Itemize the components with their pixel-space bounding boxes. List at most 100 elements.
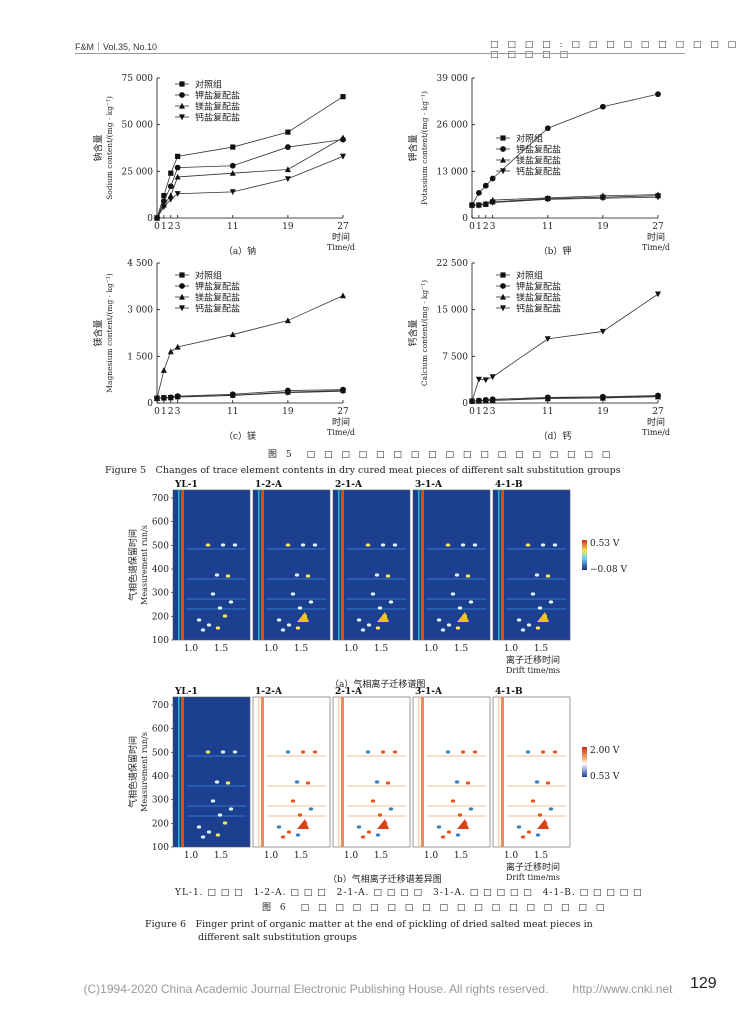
x-tick-label: 0	[469, 222, 475, 232]
data-point	[175, 153, 181, 159]
signal-spot	[385, 781, 391, 785]
rip-line-aux	[338, 490, 340, 640]
x-tick-label: 1.5	[374, 851, 389, 861]
signal-spot	[305, 574, 311, 578]
data-point	[500, 135, 506, 141]
signal-band	[507, 785, 566, 787]
signal-band	[347, 815, 406, 817]
data-point	[482, 397, 489, 404]
x-tick-label: 1.0	[184, 644, 199, 654]
data-point	[544, 395, 551, 402]
signal-spot	[388, 807, 394, 811]
data-point	[500, 293, 506, 300]
heatmap-panel	[332, 489, 411, 641]
signal-spot	[525, 543, 531, 547]
signal-spot	[232, 750, 238, 754]
x-axis-label-en: Time/d	[642, 243, 670, 252]
data-point	[161, 193, 167, 199]
signal-band	[347, 785, 406, 787]
signal-spot	[232, 543, 238, 547]
signal-spot	[380, 750, 386, 754]
x-tick-label: 3	[490, 222, 496, 232]
data-point	[655, 91, 661, 98]
heatmap-panel-title: 4-1-B	[495, 687, 523, 697]
chart-magnesium: 0 1 500 3 000 4 500 0 1 2 3 11 19 27 时间 Time/d 镁含量 Mag…	[75, 255, 385, 442]
x-tick-label: 27	[337, 407, 349, 417]
rip-line-aux	[178, 697, 180, 847]
data-point	[340, 134, 346, 141]
x-axis-label-en: Time/d	[327, 243, 355, 252]
signal-spot	[214, 780, 220, 784]
legend-label: 钙盐复配盐	[195, 112, 240, 124]
heatmap-panel	[412, 696, 491, 848]
data-point	[599, 103, 606, 110]
data-point	[340, 153, 346, 160]
x-tick-label: 1.0	[264, 851, 279, 861]
x-tick-label: 2	[483, 222, 489, 232]
data-point	[475, 202, 482, 209]
heatmap-panel	[332, 696, 411, 848]
signal-spot	[388, 600, 394, 604]
signal-band	[267, 815, 326, 817]
legend-label: 钾盐复配盐	[195, 90, 240, 102]
y-tick-label: 75 000	[122, 74, 154, 84]
signal-spot	[297, 813, 303, 817]
signal-band	[347, 608, 406, 610]
y-tick-label: 300	[152, 796, 169, 806]
y-tick-label: 50 000	[122, 121, 154, 131]
signal-peak	[457, 612, 469, 622]
signal-spot	[228, 807, 234, 811]
heatmap-panel-title: 2-1-A	[335, 687, 363, 697]
y-axis-label-en: Measurement run/s	[140, 525, 149, 605]
signal-spot	[280, 628, 286, 632]
signal-peak	[377, 819, 389, 829]
signal-spot	[472, 543, 478, 547]
signal-spot	[540, 543, 546, 547]
x-tick-label: 1.5	[534, 644, 549, 654]
signal-spot	[552, 543, 558, 547]
y-tick-label: 600	[152, 518, 169, 528]
x-tick-label: 0	[154, 222, 160, 232]
signal-spot	[457, 606, 463, 610]
data-point	[179, 114, 185, 121]
rip-line	[261, 697, 264, 847]
ims-heatmap-b: 700 600 500 400 300 200 100 气相色谱保留时间 Measurement…	[127, 687, 620, 880]
rip-line	[181, 697, 184, 847]
rip-line-aux	[338, 697, 340, 847]
signal-spot	[460, 750, 466, 754]
signal-spot	[370, 799, 376, 803]
rip-line	[501, 697, 504, 847]
signal-spot	[374, 780, 380, 784]
signal-spot	[465, 574, 471, 578]
signal-spot	[360, 628, 366, 632]
data-point	[655, 291, 661, 298]
rip-line-aux	[178, 490, 180, 640]
signal-spot	[215, 833, 221, 837]
data-point	[340, 94, 346, 100]
data-point	[167, 196, 174, 203]
rip-line	[341, 697, 344, 847]
legend-label: 镁盐复配盐	[516, 292, 561, 304]
signal-spot	[440, 628, 446, 632]
signal-spot	[205, 750, 211, 754]
legend-label: 钙盐复配盐	[516, 166, 561, 178]
color-scale-min: 0.53 V	[590, 772, 620, 782]
heatmap-panel-title: 1-2-A	[255, 687, 283, 697]
data-point	[469, 202, 475, 209]
x-tick-label: 11	[542, 407, 553, 417]
figure5-caption-cn: 图 5 □ □ □ □ □ □ □ □ □ □ □ □ □ □ □ □ □ □	[268, 450, 614, 460]
y-tick-label: 0	[147, 399, 153, 409]
x-tick-label: 1.5	[294, 851, 309, 861]
y-tick-label: 600	[152, 725, 169, 735]
y-tick-label: 200	[152, 819, 169, 829]
series-line	[156, 96, 344, 219]
signal-spot	[526, 830, 532, 834]
data-point	[500, 305, 506, 312]
y-tick-label: 39 000	[437, 74, 469, 84]
x-tick-label: 1.5	[214, 851, 229, 861]
signal-spot	[294, 780, 300, 784]
journal-header: F&M｜Vol.35, No.10	[75, 42, 158, 52]
signal-spot	[295, 626, 301, 630]
signal-spot	[228, 600, 234, 604]
data-point	[482, 182, 489, 189]
